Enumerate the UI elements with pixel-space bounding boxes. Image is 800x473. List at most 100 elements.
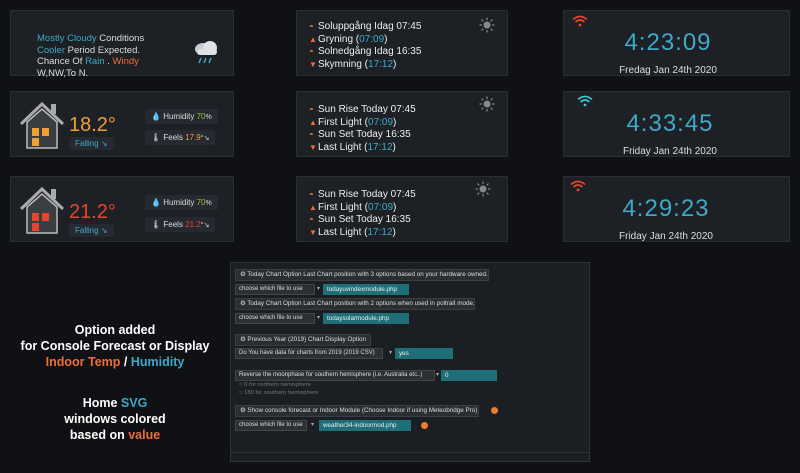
file-select[interactable]: choose which file to use — [235, 420, 307, 431]
sun-icon — [479, 96, 495, 112]
forecast-condition: Mostly Cloudy — [37, 33, 97, 44]
sunrise-label: Sun Rise Today 07:45 — [318, 104, 416, 115]
file-select-value[interactable]: weather34-indoormod.php — [319, 420, 411, 431]
chevron-down-icon[interactable]: ▾ — [389, 350, 393, 356]
first-light-label: First Light ( — [318, 201, 369, 213]
indoor-temperature: 18.2° — [69, 114, 116, 136]
sunset-label: Sun Set Today 16:35 — [318, 214, 411, 225]
last-light-row: ▼Last Light (17:12) — [309, 142, 416, 155]
trend-label: Falling — [75, 139, 99, 148]
rain-cloud-icon — [195, 41, 217, 64]
sun-panel-3: ◓ Sun Rise Today 07:45 ▲First Light (07:0… — [296, 176, 508, 242]
chevron-down-icon[interactable]: ▾ — [317, 315, 321, 321]
clock-panel-1: 4:23:09 Fredag Jan 24th 2020 — [563, 10, 790, 76]
clock: 4:33:45 Friday Jan 24th 2020 — [570, 110, 770, 157]
paren: ) — [393, 116, 397, 128]
divider — [231, 452, 589, 453]
sunset-label: Sun Set Today 16:35 — [318, 129, 411, 140]
file-select-value[interactable]: todaysolarmodule.php — [323, 313, 409, 324]
humidity-value: 70 — [196, 112, 206, 121]
thermometer-icon: 🌡 — [151, 220, 162, 229]
arrow-down-icon: ▼ — [309, 59, 317, 69]
paren: ) — [392, 226, 396, 238]
first-light-label: First Light ( — [318, 116, 369, 128]
first-light-label: Gryning ( — [318, 33, 360, 45]
status-dot — [421, 422, 428, 429]
sun-list: ◓ Sun Rise Today 07:45 ▲First Light (07:0… — [309, 189, 416, 239]
caption-indoor-temp: Indoor Temp — [45, 355, 121, 369]
note-north: 0 for northern hemisphere — [244, 382, 311, 388]
caption-line: based on — [69, 428, 129, 442]
humidity-icon: 💧 — [151, 112, 161, 121]
humidity-chip: 💧 Humidity 70% — [145, 195, 218, 210]
feels-value: 17.9 — [185, 133, 201, 142]
humidity-icon: 💧 — [151, 198, 161, 207]
note-south: 180 for southern hemisphere — [244, 390, 319, 396]
sun-list: ◓ Sun Rise Today 07:45 ▲First Light (07:0… — [309, 104, 416, 154]
house-icon — [19, 101, 65, 149]
hemisphere-note: ○ 180 for southern hemisphere — [239, 390, 318, 396]
csv-data-value[interactable]: yes — [395, 348, 453, 359]
chevron-down-icon[interactable]: ▾ — [317, 286, 321, 292]
feels-chip: 🌡 Feels 21.2°↘ — [145, 217, 216, 232]
clock-date: Friday Jan 24th 2020 — [623, 146, 717, 157]
feels-unit: ° — [200, 135, 204, 142]
setting-header-portrait: ⚙ Today Chart Option Last Chart position… — [235, 298, 475, 310]
clock-panel-3: 4:29:23 Friday Jan 24th 2020 — [563, 176, 790, 242]
sunrise-row: ◓ Sun Rise Today 07:45 — [309, 189, 416, 202]
arrow-down-icon: ▼ — [309, 142, 317, 152]
forecast-text: Mostly Cloudy Conditions Cooler Period E… — [37, 33, 207, 79]
feels-label: Feels — [163, 220, 183, 229]
sun-icon — [475, 181, 491, 197]
caption-option-added: Option added for Console Forecast or Dis… — [14, 322, 216, 370]
feels-value: 21.2 — [185, 220, 201, 229]
sunset-row: ◓ Sun Set Today 16:35 — [309, 129, 416, 142]
paren: ) — [393, 201, 397, 213]
csv-data-select[interactable]: Do You have data for charts from 2019 (2… — [235, 348, 383, 359]
file-select-value[interactable]: todayuvindexmodule.php — [323, 284, 409, 295]
sun-icon — [479, 17, 495, 33]
feels-unit: ° — [200, 222, 204, 229]
sun-panel-1: ◓ Soluppgång Idag 07:45 ▲Gryning (07:09) … — [296, 10, 508, 76]
trend-down-icon: ↘ — [203, 222, 210, 229]
setting-header-today-chart: ⚙ Today Chart Option Last Chart position… — [235, 269, 489, 281]
status-dot — [491, 407, 498, 414]
arrow-up-icon: ▲ — [309, 34, 317, 44]
setting-header-previous-year: ⚙ Previous Year (2019) Chart Display Opt… — [235, 334, 371, 346]
trend-down-icon: ↘ — [100, 139, 108, 148]
first-light-row: ▲First Light (07:09) — [309, 202, 416, 215]
file-select[interactable]: choose which file to use — [235, 313, 315, 324]
humidity-label: Humidity — [163, 112, 195, 121]
first-light-row: ▲First Light (07:09) — [309, 117, 416, 130]
last-light-label: Skymning ( — [318, 58, 369, 70]
feels-chip: 🌡 Feels 17.9°↘ — [145, 130, 216, 145]
humidity-chip: 💧 Humidity 70% — [145, 109, 218, 124]
indoor-panel-2: 21.2° Falling ↘ 💧 Humidity 70% 🌡 Feels 2… — [10, 176, 234, 242]
forecast-cooler: Cooler — [37, 44, 65, 56]
forecast-conditions-label: Conditions — [96, 33, 145, 44]
sunset-label: Solnedgång Idag 16:35 — [318, 46, 422, 57]
first-light-time: 07:09 — [368, 201, 394, 213]
file-select[interactable]: choose which file to use — [235, 284, 315, 295]
last-light-row: ▼Skymning (17:12) — [309, 59, 421, 72]
moonphase-value[interactable]: 0 — [441, 370, 497, 381]
caption-line: windows colored — [64, 412, 166, 426]
sunset-row: ◓ Sun Set Today 16:35 — [309, 214, 416, 227]
temp-trend-badge: Falling ↘ — [69, 224, 114, 237]
clock-time: 4:29:23 — [622, 195, 710, 222]
settings-panel: ⚙ Today Chart Option Last Chart position… — [230, 262, 590, 462]
sunrise-label: Sun Rise Today 07:45 — [318, 189, 416, 200]
sunrise-row: ◓ Soluppgång Idag 07:45 — [309, 21, 421, 34]
sunrise-icon: ◓ — [309, 105, 314, 114]
last-light-row: ▼Last Light (17:12) — [309, 227, 416, 240]
wifi-icon — [572, 15, 588, 27]
chevron-down-icon[interactable]: ▾ — [311, 422, 315, 428]
moonphase-select[interactable]: Reverse the moonphase for southern hemis… — [235, 370, 435, 381]
caption-humidity: Humidity — [130, 355, 185, 369]
sunrise-label: Soluppgång Idag 07:45 — [318, 21, 422, 32]
forecast-windy: Windy — [112, 56, 139, 67]
chevron-down-icon[interactable]: ▾ — [436, 372, 440, 378]
thermometer-icon: 🌡 — [151, 133, 162, 142]
sunrise-icon: ◓ — [309, 22, 314, 31]
humidity-unit: % — [205, 114, 212, 121]
